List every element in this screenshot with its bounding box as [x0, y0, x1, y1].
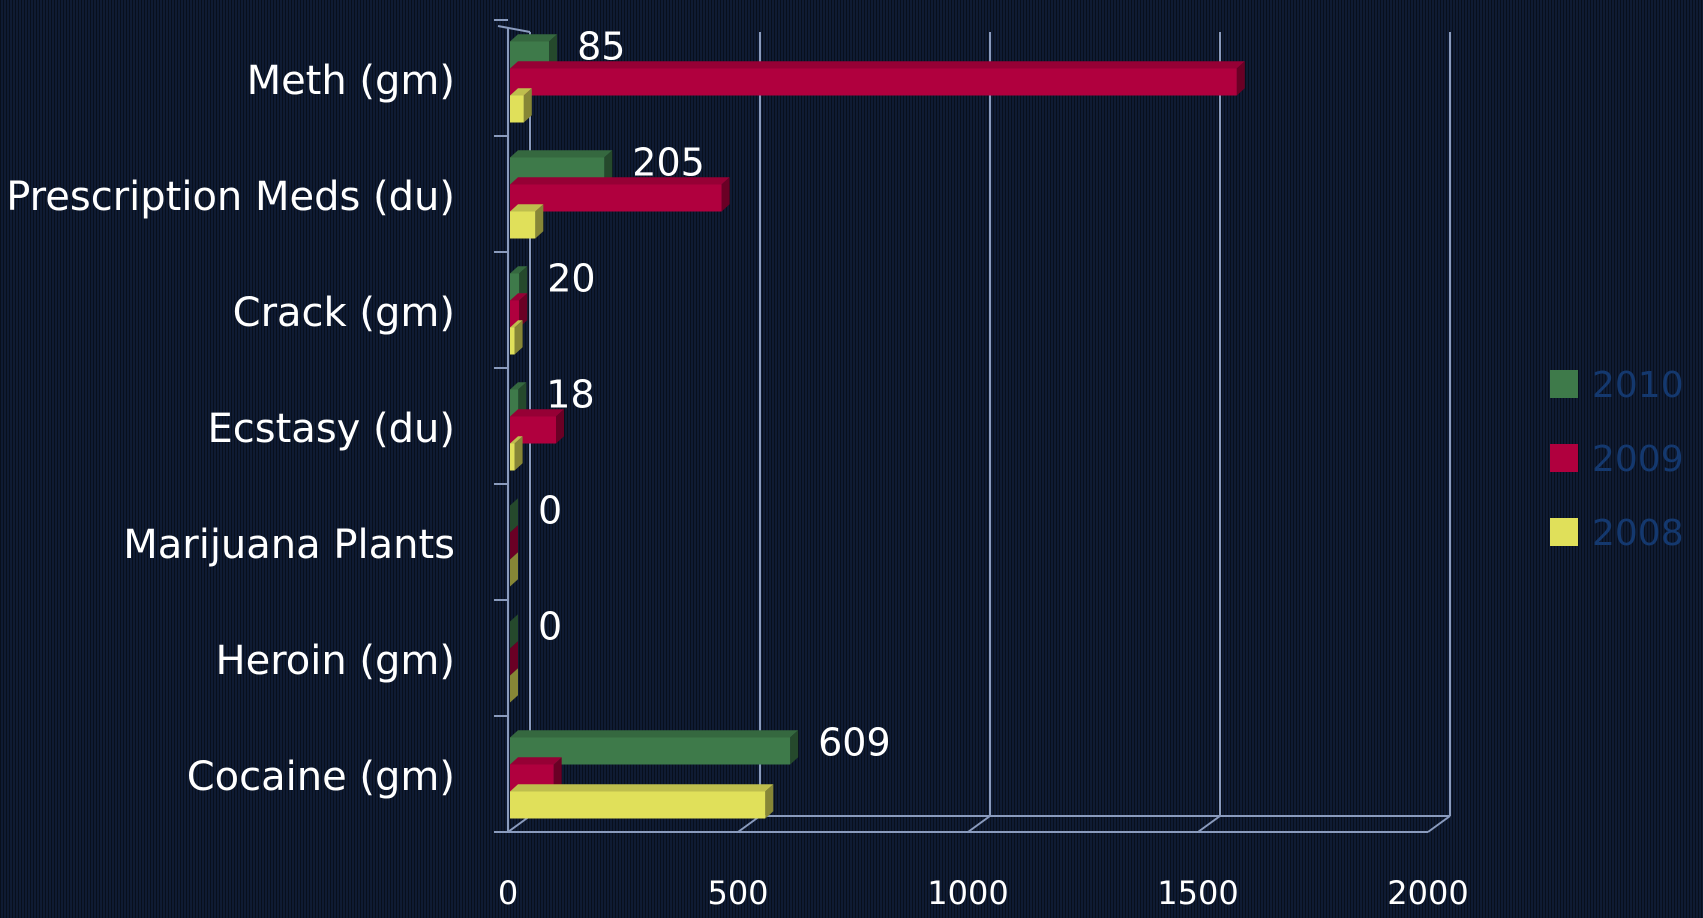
floor-gridline: [1197, 815, 1221, 833]
bar: [510, 184, 722, 212]
bar-top-face: [510, 436, 523, 444]
floor-gridline: [737, 815, 761, 833]
bar-top-face: [510, 204, 544, 212]
bar-side-face: [556, 409, 564, 444]
x-tick-label: 1000: [927, 874, 1008, 912]
bar-side-face: [604, 150, 613, 185]
bar-side-face: [510, 641, 518, 676]
bar-side-face: [518, 382, 527, 417]
bars: [510, 34, 1245, 819]
category-label: Heroin (gm): [216, 638, 455, 684]
bar: [510, 68, 1237, 96]
bar-top-face: [510, 784, 774, 792]
bar-side-face: [553, 757, 562, 792]
data-label: 0: [538, 605, 562, 649]
data-label: 609: [818, 721, 891, 765]
bar: [510, 791, 766, 819]
bar-side-face: [721, 177, 730, 212]
legend-swatch: [1550, 518, 1578, 546]
bar-top-face: [510, 320, 523, 328]
floor-gridline: [967, 815, 991, 833]
legend-swatch: [1550, 444, 1578, 472]
bar-top-face: [510, 382, 527, 390]
category-label: Marijuana Plants: [123, 522, 455, 568]
bar: [510, 211, 536, 239]
bar-top-face: [510, 88, 532, 96]
bar-side-face: [765, 784, 774, 819]
legend-label: 2008: [1592, 513, 1684, 554]
bar-side-face: [510, 525, 518, 560]
bar-side-face: [510, 552, 518, 587]
bar-top-face: [510, 293, 528, 301]
category-label: Cocaine (gm): [187, 754, 455, 800]
data-label: 205: [632, 141, 705, 185]
floor-gridline: [1427, 815, 1451, 833]
bar-top-face: [510, 266, 528, 274]
bar: [510, 273, 520, 301]
category-label: Meth (gm): [247, 58, 455, 104]
bar-top-face: [510, 177, 730, 185]
bar-top-face: [510, 150, 613, 158]
bar-top-face: [510, 757, 562, 765]
bar-side-face: [535, 204, 544, 239]
bar: [510, 389, 519, 417]
bar-side-face: [519, 293, 528, 328]
x-tick-label: 1500: [1157, 874, 1238, 912]
bar: [510, 95, 524, 123]
data-label: 85: [577, 25, 625, 69]
axis-corner: [497, 25, 531, 33]
bar-side-face: [523, 88, 532, 123]
bar-side-face: [514, 320, 523, 355]
category-label: Prescription Meds (du): [6, 174, 455, 220]
legend-swatch: [1550, 370, 1578, 398]
gridlines: [507, 32, 1451, 833]
data-label: 20: [547, 257, 595, 301]
category-label: Crack (gm): [233, 290, 455, 336]
bar-side-face: [514, 436, 523, 471]
legend-label: 2009: [1592, 439, 1684, 480]
bar: [510, 300, 520, 328]
floor-gridline: [507, 815, 531, 833]
x-tick-label: 500: [707, 874, 768, 912]
bar-side-face: [549, 34, 558, 69]
bar-top-face: [510, 61, 1245, 69]
bar-side-face: [510, 498, 518, 533]
data-label: 18: [546, 373, 594, 417]
bar: [510, 327, 515, 355]
bar-top-face: [510, 34, 558, 42]
bar-top-face: [510, 409, 564, 417]
legend: 2010 2009 2008: [1550, 365, 1684, 554]
bar-side-face: [510, 614, 518, 649]
bar-side-face: [790, 730, 799, 765]
bar-side-face: [519, 266, 528, 301]
x-tick-label: 2000: [1387, 874, 1468, 912]
category-label: Ecstasy (du): [208, 406, 455, 452]
bar-side-face: [510, 668, 518, 703]
bar-top-face: [510, 730, 799, 738]
x-tick-label: 0: [498, 874, 518, 912]
legend-label: 2010: [1592, 365, 1684, 406]
bar-side-face: [1236, 61, 1245, 96]
data-label: 0: [538, 489, 562, 533]
bar: [510, 443, 515, 471]
